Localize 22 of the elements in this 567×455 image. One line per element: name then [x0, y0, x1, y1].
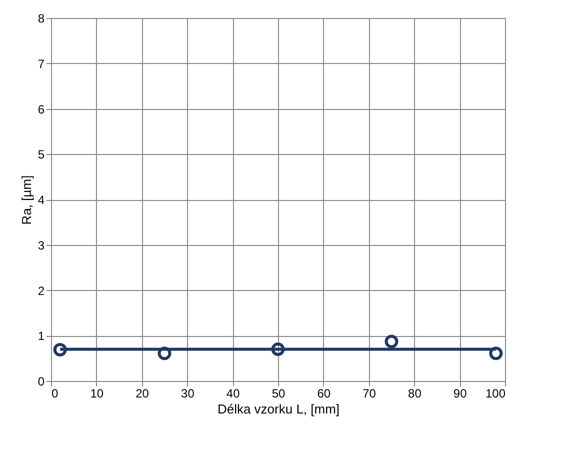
- x-tick-label: 90: [453, 386, 468, 400]
- y-tick-label: 8: [38, 12, 45, 26]
- y-axis-title: Ra, [µm]: [18, 175, 34, 225]
- y-tick-label: 4: [38, 193, 45, 207]
- y-tick-label: 0: [38, 374, 45, 388]
- y-tick-label: 5: [38, 148, 45, 162]
- y-tick-label: 2: [38, 284, 45, 298]
- x-axis-title: Délka vzorku L, [mm]: [217, 402, 340, 416]
- x-tick-label: 0: [52, 386, 58, 400]
- y-tick-label: 7: [38, 56, 45, 71]
- x-tick-label: 30: [181, 386, 195, 400]
- x-tick-label: 50: [272, 386, 286, 400]
- x-tick-label: 60: [317, 386, 331, 400]
- x-tick-label: 40: [226, 386, 240, 400]
- x-tick-label: 100: [485, 386, 506, 400]
- y-tick-label: 3: [38, 238, 45, 252]
- x-tick-label: 80: [408, 386, 422, 400]
- x-tick-label: 20: [136, 386, 150, 400]
- y-tick-label: 6: [38, 102, 45, 116]
- y-tick-label: 1: [38, 329, 45, 344]
- x-tick-label: 70: [362, 386, 376, 400]
- x-tick-label: 10: [90, 386, 104, 400]
